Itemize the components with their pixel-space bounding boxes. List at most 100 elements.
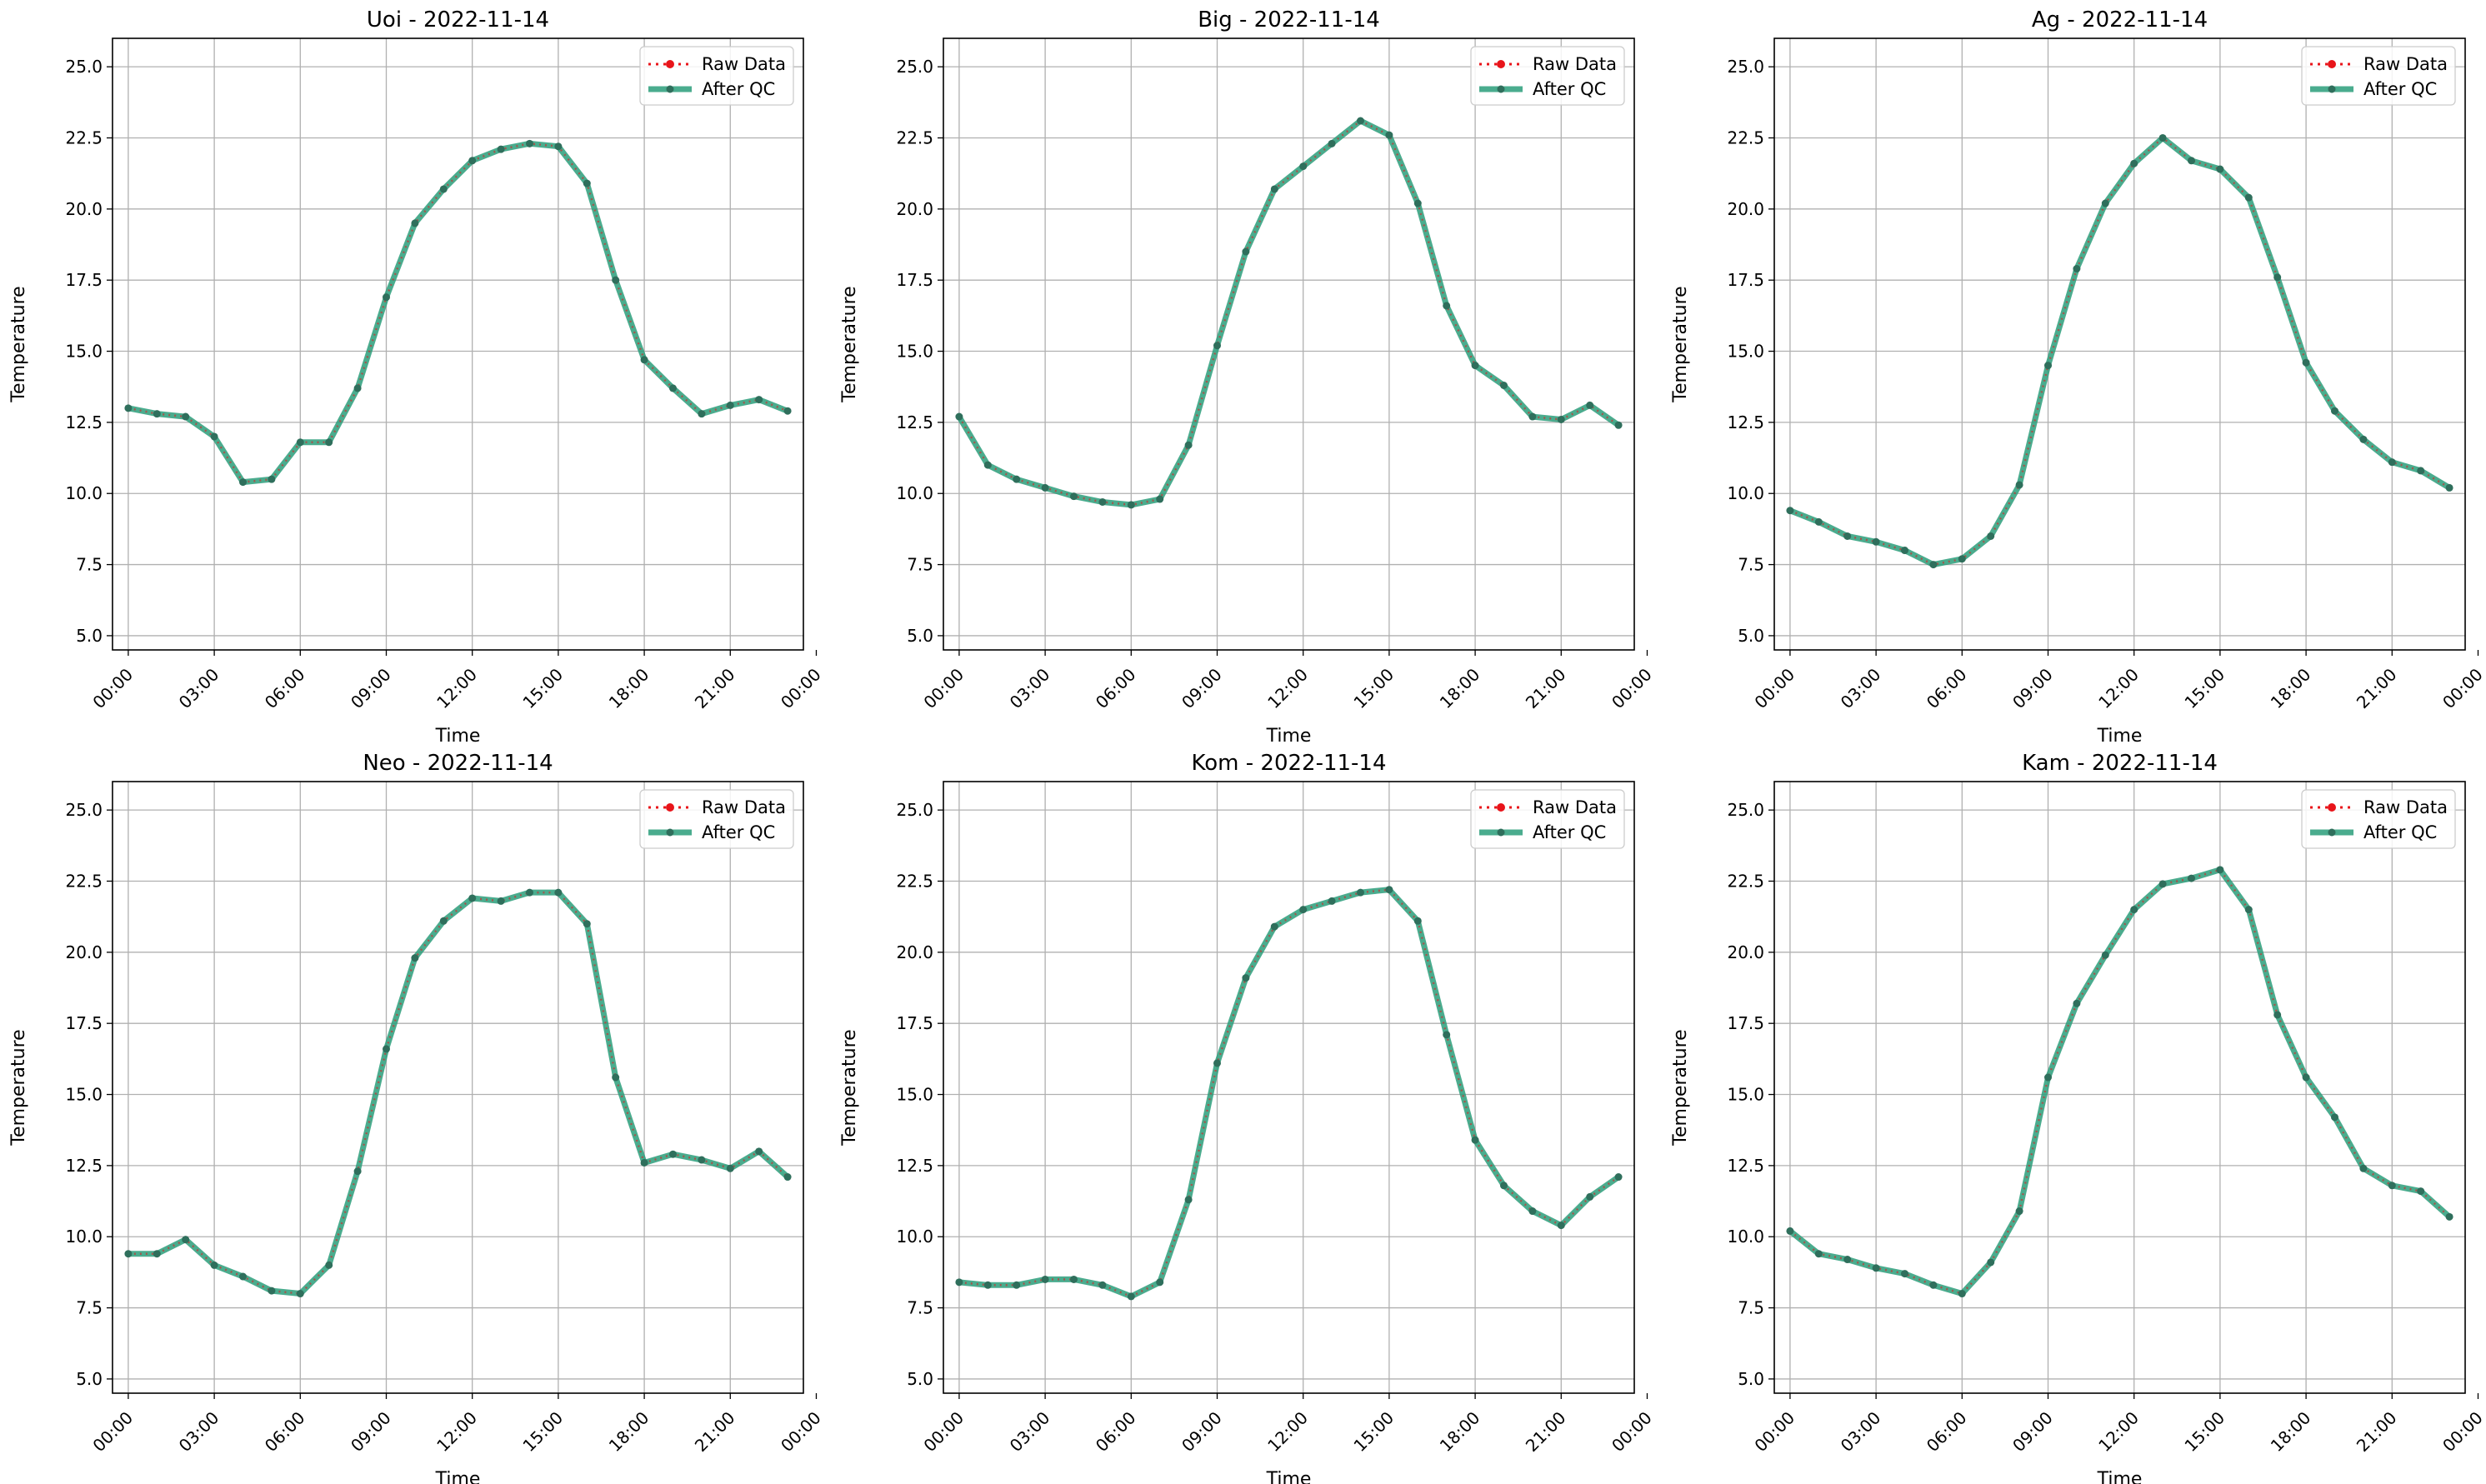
data-point (1843, 532, 1852, 540)
x-tick-label: 12:00 (433, 664, 481, 712)
data-point (698, 1156, 706, 1164)
data-point (1586, 401, 1594, 409)
data-point (1127, 1292, 1135, 1301)
data-point (2330, 407, 2338, 415)
y-tick-label: 22.5 (1727, 127, 1764, 147)
data-point (1814, 1250, 1823, 1258)
y-tick-label: 12.5 (896, 412, 933, 432)
data-point (353, 1167, 362, 1176)
x-tick-label: 09:00 (347, 664, 395, 712)
x-tick-label: 03:00 (1006, 1407, 1054, 1456)
y-tick-label: 7.5 (1738, 1298, 1764, 1318)
x-tick-label: 00:00 (1750, 664, 1798, 712)
y-tick-label: 15.0 (1727, 342, 1764, 362)
data-point (2330, 1113, 2338, 1122)
legend: Raw Data After QC (1470, 789, 1625, 849)
y-axis-label: Temperature (8, 1029, 29, 1146)
y-tick-label: 15.0 (1727, 1085, 1764, 1105)
legend-raw-marker (1497, 803, 1505, 812)
data-point (1184, 441, 1193, 449)
x-tick-label: 03:00 (1006, 664, 1054, 712)
chart-panel: 00:00 03:00 06:00 09:00 12:00 15:00 18:00 21:00… (839, 7, 1656, 747)
data-point (1786, 507, 1794, 515)
y-tick-label: 7.5 (907, 1298, 933, 1318)
legend-raw-marker (2328, 60, 2336, 68)
x-tick-label: 09:00 (2008, 1407, 2057, 1456)
data-point (1013, 1281, 1021, 1289)
legend-raw-label: Raw Data (702, 54, 786, 74)
x-tick-label: 18:00 (2267, 1407, 2315, 1456)
data-point (955, 1278, 963, 1287)
data-point (554, 888, 563, 897)
x-tick-label: 00:00 (88, 1407, 137, 1456)
data-point (2015, 1207, 2023, 1216)
data-point (239, 1272, 248, 1281)
data-point (2388, 458, 2396, 467)
x-tick-label: 06:00 (1923, 664, 1971, 712)
data-point (1413, 917, 1422, 925)
legend-raw-label: Raw Data (702, 797, 786, 817)
data-point (124, 404, 133, 412)
data-point (1299, 906, 1308, 914)
y-tick-label: 17.5 (1727, 1013, 1764, 1033)
y-tick-label: 15.0 (896, 1085, 933, 1105)
data-point (439, 917, 448, 925)
x-tick-label: 00:00 (777, 1407, 825, 1456)
data-point (1987, 1258, 1995, 1267)
data-point (2101, 199, 2109, 207)
x-tick-label: 15:00 (2180, 664, 2228, 712)
data-point (1213, 342, 1222, 350)
data-point (2388, 1182, 2396, 1190)
data-point (2158, 880, 2167, 888)
data-point (2244, 193, 2253, 202)
data-point (182, 1236, 190, 1244)
legend-raw-marker (1497, 60, 1505, 68)
y-tick-label: 25.0 (896, 57, 933, 77)
x-tick-label: 00:00 (919, 1407, 968, 1456)
data-point (1098, 1281, 1107, 1289)
data-point (268, 1287, 276, 1295)
x-tick-label: 21:00 (1522, 664, 1570, 712)
x-tick-label: 18:00 (605, 1407, 653, 1456)
after-qc-line (956, 887, 1622, 1300)
x-tick-label: 15:00 (1349, 1407, 1398, 1456)
data-point (153, 410, 161, 418)
chart-title: Kom - 2022-11-14 (1192, 751, 1387, 776)
data-point (1499, 1182, 1508, 1190)
legend-qc-marker (1497, 828, 1505, 837)
chart-title: Neo - 2022-11-14 (363, 751, 553, 776)
data-point (2445, 483, 2453, 492)
raw-data-line (128, 142, 788, 483)
data-point (1041, 1275, 1049, 1283)
data-point (296, 1290, 304, 1298)
data-point (2130, 906, 2138, 914)
x-tick-label: 18:00 (605, 664, 653, 712)
chart-panel: 00:00 03:00 06:00 09:00 12:00 15:00 18:00 21:00… (1670, 751, 2486, 1484)
legend-qc-label: After QC (2363, 79, 2437, 99)
x-tick-label: 18:00 (2267, 664, 2315, 712)
x-tick-label: 06:00 (1092, 664, 1140, 712)
data-point (1356, 117, 1364, 125)
legend-qc-marker (2328, 85, 2336, 93)
data-point (612, 276, 620, 284)
data-point (468, 894, 477, 902)
data-point (325, 438, 333, 447)
data-point (1041, 483, 1049, 492)
x-axis-label: Time (2097, 1469, 2143, 1484)
y-tick-label: 22.5 (1727, 871, 1764, 891)
y-tick-label: 7.5 (76, 1298, 103, 1318)
legend-raw-label: Raw Data (2363, 797, 2448, 817)
y-tick-label: 20.0 (896, 942, 933, 962)
data-point (783, 1173, 792, 1182)
data-point (1843, 1256, 1852, 1264)
chart-panel: 00:00 03:00 06:00 09:00 12:00 15:00 18:00 21:00… (8, 7, 825, 747)
y-tick-label: 25.0 (896, 800, 933, 820)
axes-frame (1773, 781, 2466, 1394)
data-point (1242, 974, 1250, 982)
data-point (2216, 165, 2224, 173)
data-point (1385, 886, 1393, 894)
y-tick-label: 5.0 (76, 626, 103, 646)
data-point (411, 219, 419, 227)
data-point (1471, 1136, 1479, 1144)
data-point (2015, 481, 2023, 489)
